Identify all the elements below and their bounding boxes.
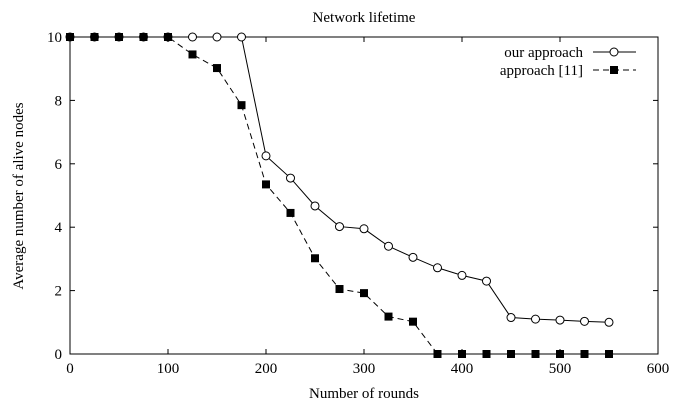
data-point	[531, 350, 540, 358]
data-point	[433, 350, 442, 358]
data-point	[164, 33, 172, 41]
y-tick-label: 10	[47, 30, 62, 46]
legend-marker	[609, 47, 619, 57]
x-axis-label: Number of rounds	[309, 386, 419, 402]
data-point	[507, 350, 515, 358]
data-point	[213, 64, 221, 73]
data-point	[457, 270, 467, 280]
data-point	[90, 33, 99, 41]
x-tick-label: 600	[647, 361, 670, 377]
data-point	[580, 350, 589, 358]
data-point	[604, 317, 614, 327]
data-point	[556, 350, 564, 358]
data-point	[237, 32, 246, 42]
data-point	[311, 254, 319, 263]
data-point	[261, 151, 271, 161]
data-point	[482, 276, 491, 286]
data-point	[139, 33, 148, 41]
data-point	[531, 314, 540, 324]
data-point	[506, 313, 516, 323]
x-tick-label: 200	[255, 361, 278, 377]
data-point	[360, 289, 368, 298]
axes: 0 100 200 300 400 500 600 0 2 4 6 8 10	[47, 30, 669, 377]
x-tick-label: 400	[451, 361, 474, 377]
data-point	[286, 208, 295, 217]
data-point	[359, 224, 369, 234]
data-point	[286, 173, 295, 183]
legend-label: our approach	[504, 45, 583, 61]
data-point	[555, 315, 565, 325]
data-point	[482, 350, 491, 358]
series-layer	[65, 32, 614, 358]
y-tick-label: 8	[55, 93, 63, 109]
x-tick-label: 300	[353, 361, 376, 377]
data-point	[384, 312, 393, 321]
data-point	[384, 241, 393, 251]
y-tick-label: 0	[55, 347, 63, 363]
data-point	[115, 33, 123, 41]
x-tick-label: 0	[66, 361, 74, 377]
y-axis-label: Average number of alive nodes	[11, 102, 27, 289]
x-tick-label: 500	[549, 361, 572, 377]
series-line	[70, 36, 610, 323]
x-tick-label: 100	[157, 361, 180, 377]
data-point	[458, 350, 466, 358]
data-point	[262, 180, 270, 189]
data-point	[335, 285, 344, 294]
data-point	[580, 316, 589, 326]
data-point	[310, 201, 320, 211]
legend-marker	[610, 66, 618, 74]
legend: our approach approach [11]	[500, 45, 636, 79]
y-tick-label: 6	[55, 157, 63, 173]
data-point	[188, 50, 197, 59]
data-point	[212, 32, 222, 42]
y-tick-label: 2	[55, 284, 63, 300]
data-point	[409, 317, 417, 326]
plot-area-frame	[69, 36, 659, 355]
data-point	[237, 101, 246, 110]
data-point	[66, 33, 74, 41]
chart-title: Network lifetime	[313, 10, 416, 26]
data-point	[188, 32, 197, 42]
data-point	[408, 252, 418, 262]
series-line	[70, 36, 609, 355]
data-point	[605, 350, 613, 358]
data-point	[335, 222, 344, 232]
y-tick-label: 4	[55, 220, 63, 236]
data-point	[433, 263, 442, 273]
legend-label: approach [11]	[500, 63, 583, 79]
series-2	[66, 33, 613, 358]
